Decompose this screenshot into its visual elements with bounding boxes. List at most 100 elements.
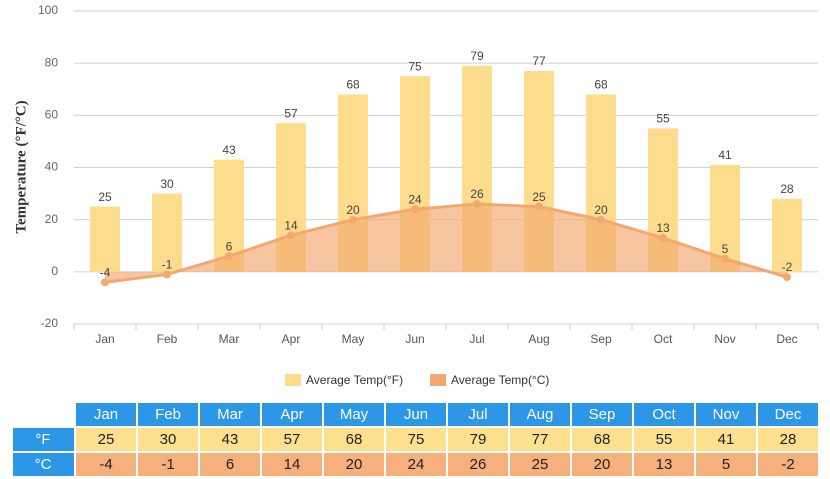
table-header-text: Jun (404, 406, 428, 423)
table-cell-text: 77 (532, 431, 549, 448)
table-header-cell (634, 403, 694, 426)
table-cell-text: 20 (594, 456, 611, 473)
data-label: 25 (532, 190, 546, 204)
table-header-cell (572, 403, 632, 426)
y-axis-label: Temperature (°F/°C) (13, 100, 29, 233)
table-header-text: May (340, 406, 369, 423)
data-label: 79 (470, 49, 484, 63)
x-tick-label: Nov (714, 332, 735, 346)
table-cell (76, 453, 136, 476)
y-tick-label: -20 (41, 316, 59, 330)
table-cell (758, 428, 818, 451)
area (105, 204, 787, 283)
x-tick-label: Apr (282, 332, 301, 346)
table-row-label: °F (35, 431, 50, 448)
table-header-cell (510, 403, 570, 426)
table-header-text: Aug (527, 406, 554, 423)
table-header-text: Jan (94, 406, 118, 423)
table-cell (448, 428, 508, 451)
data-label: 26 (470, 187, 484, 201)
data-label: -2 (782, 260, 793, 274)
table-cell-text: 25 (532, 456, 549, 473)
x-tick-label: Jun (405, 332, 424, 346)
table-cell (324, 428, 384, 451)
data-label: -4 (100, 265, 111, 279)
point (473, 200, 481, 209)
data-label: 20 (594, 203, 608, 217)
table-header-cell (696, 403, 756, 426)
table-header-text: Apr (280, 406, 303, 423)
x-tick-label: May (342, 332, 365, 346)
table-cell (510, 453, 570, 476)
x-tick-label: Jan (95, 332, 114, 346)
table-cell (696, 453, 756, 476)
table-header-text: Sep (589, 406, 616, 423)
point (783, 273, 791, 282)
y-tick-label: 40 (45, 160, 59, 174)
table-cell-text: 43 (222, 431, 239, 448)
table-cell-text: 41 (718, 431, 735, 448)
table-header-text: Mar (217, 406, 243, 423)
table-cell (200, 428, 260, 451)
point (163, 270, 171, 279)
table-cell-text: 25 (98, 431, 115, 448)
table-cell (262, 453, 322, 476)
table-cell-text: 79 (470, 431, 487, 448)
table-cell (138, 453, 198, 476)
y-tick-label: 20 (45, 212, 59, 226)
data-label: 68 (346, 78, 360, 92)
data-label: 20 (346, 203, 360, 217)
table-cell (386, 453, 446, 476)
point (659, 233, 667, 242)
table-cell-text: 68 (346, 431, 363, 448)
data-label: 41 (718, 148, 732, 162)
table-cell-text: 6 (226, 456, 234, 473)
point (101, 278, 109, 287)
data-label: 55 (656, 112, 670, 126)
table-cell-text: -1 (161, 456, 174, 473)
bar (90, 206, 120, 272)
table-cell (138, 428, 198, 451)
table-cell (262, 428, 322, 451)
data-label: 28 (780, 182, 794, 196)
x-tick-label: Feb (157, 332, 178, 346)
table-cell (696, 428, 756, 451)
line (104, 202, 788, 284)
table-cell (448, 453, 508, 476)
table-header-cell (76, 403, 136, 426)
legend-swatch (285, 374, 301, 386)
table-cell-text: 75 (408, 431, 425, 448)
data-label: 6 (226, 239, 233, 253)
table-row-label-cell (13, 453, 74, 476)
point (349, 215, 357, 224)
legend-label: Average Temp(°F) (306, 373, 403, 387)
table-header-text: Jul (468, 406, 487, 423)
table-cell (572, 428, 632, 451)
x-tick-label: Dec (776, 332, 797, 346)
table-cell-text: 26 (470, 456, 487, 473)
table-cell-text: 28 (780, 431, 797, 448)
point (535, 202, 543, 211)
table-header-text: Oct (652, 406, 676, 423)
data-label: -1 (162, 258, 173, 272)
table-cell-text: 68 (594, 431, 611, 448)
point (721, 254, 729, 263)
table-cell-text: 57 (284, 431, 301, 448)
table-header-text: Feb (155, 406, 181, 423)
table-row-label: °C (35, 456, 52, 473)
y-tick-label: 100 (38, 3, 58, 17)
table-header-cell (262, 403, 322, 426)
table-cell-text: 14 (284, 456, 301, 473)
table-header-text: Dec (775, 406, 802, 423)
data-label: 5 (722, 242, 729, 256)
table-cell-text: 30 (160, 431, 177, 448)
table-header-cell (324, 403, 384, 426)
data-label: 30 (160, 177, 174, 191)
table-header-text: Nov (713, 406, 740, 423)
table-cell (572, 453, 632, 476)
table-cell-text: 55 (656, 431, 673, 448)
legend-label: Average Temp(°C) (451, 373, 549, 387)
data-label: 24 (408, 192, 422, 206)
data-label: 13 (656, 221, 670, 235)
